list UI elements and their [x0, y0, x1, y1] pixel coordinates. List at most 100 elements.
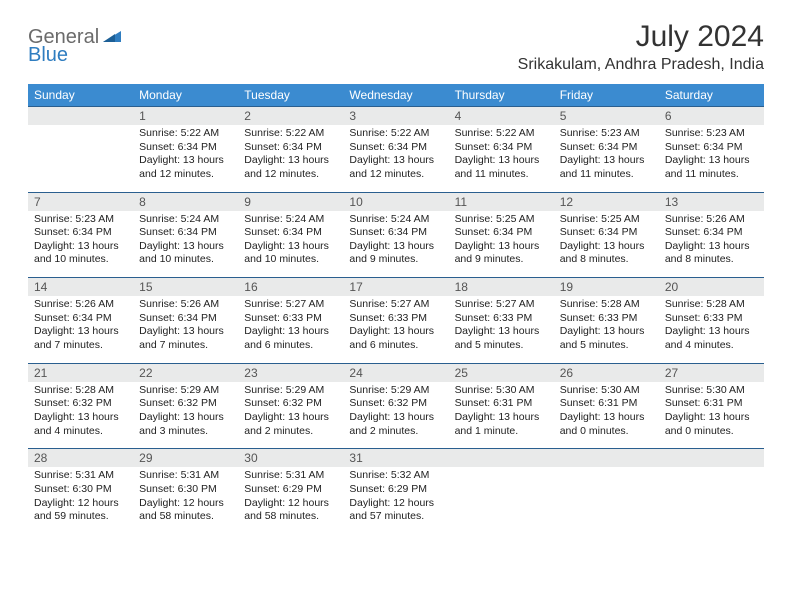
- day-number: 13: [659, 192, 764, 211]
- sunset-text: Sunset: 6:34 PM: [139, 312, 232, 326]
- sunrise-text: Sunrise: 5:23 AM: [560, 127, 653, 141]
- daylight-text: Daylight: 13 hours and 11 minutes.: [665, 154, 758, 181]
- logo-line2: Blue: [28, 38, 68, 67]
- sunset-text: Sunset: 6:34 PM: [665, 141, 758, 155]
- sunrise-text: Sunrise: 5:23 AM: [665, 127, 758, 141]
- day-cell: Sunrise: 5:28 AMSunset: 6:32 PMDaylight:…: [28, 382, 133, 449]
- day-cell: Sunrise: 5:29 AMSunset: 6:32 PMDaylight:…: [133, 382, 238, 449]
- sunset-text: Sunset: 6:32 PM: [244, 397, 337, 411]
- title-block: July 2024 Srikakulam, Andhra Pradesh, In…: [518, 20, 764, 74]
- daylight-text: Daylight: 13 hours and 12 minutes.: [139, 154, 232, 181]
- day-number: 11: [449, 192, 554, 211]
- logo-text-blue: Blue: [28, 44, 68, 67]
- day-cell: Sunrise: 5:25 AMSunset: 6:34 PMDaylight:…: [449, 211, 554, 278]
- sunset-text: Sunset: 6:34 PM: [455, 141, 548, 155]
- day-number: 9: [238, 192, 343, 211]
- day-header: Monday: [133, 84, 238, 107]
- day-cell: Sunrise: 5:22 AMSunset: 6:34 PMDaylight:…: [133, 125, 238, 192]
- daylight-text: Daylight: 12 hours and 58 minutes.: [244, 497, 337, 524]
- day-cell: Sunrise: 5:23 AMSunset: 6:34 PMDaylight:…: [28, 211, 133, 278]
- day-cell: Sunrise: 5:29 AMSunset: 6:32 PMDaylight:…: [238, 382, 343, 449]
- day-number: 18: [449, 278, 554, 297]
- sunset-text: Sunset: 6:33 PM: [455, 312, 548, 326]
- daylight-text: Daylight: 13 hours and 7 minutes.: [34, 325, 127, 352]
- sunrise-text: Sunrise: 5:29 AM: [349, 384, 442, 398]
- daynum-row: 28293031: [28, 449, 764, 468]
- sunrise-text: Sunrise: 5:27 AM: [244, 298, 337, 312]
- day-number: 7: [28, 192, 133, 211]
- daynum-row: 21222324252627: [28, 363, 764, 382]
- sunset-text: Sunset: 6:29 PM: [244, 483, 337, 497]
- detail-row: Sunrise: 5:22 AMSunset: 6:34 PMDaylight:…: [28, 125, 764, 192]
- daylight-text: Daylight: 13 hours and 10 minutes.: [139, 240, 232, 267]
- sunrise-text: Sunrise: 5:28 AM: [560, 298, 653, 312]
- day-cell: Sunrise: 5:23 AMSunset: 6:34 PMDaylight:…: [554, 125, 659, 192]
- day-cell: Sunrise: 5:31 AMSunset: 6:30 PMDaylight:…: [133, 467, 238, 534]
- day-cell: Sunrise: 5:26 AMSunset: 6:34 PMDaylight:…: [28, 296, 133, 363]
- day-number: [28, 107, 133, 126]
- daylight-text: Daylight: 13 hours and 5 minutes.: [560, 325, 653, 352]
- sunrise-text: Sunrise: 5:27 AM: [455, 298, 548, 312]
- day-number: 20: [659, 278, 764, 297]
- sunset-text: Sunset: 6:30 PM: [34, 483, 127, 497]
- daylight-text: Daylight: 12 hours and 58 minutes.: [139, 497, 232, 524]
- daylight-text: Daylight: 13 hours and 4 minutes.: [34, 411, 127, 438]
- daylight-text: Daylight: 13 hours and 8 minutes.: [665, 240, 758, 267]
- day-cell: Sunrise: 5:26 AMSunset: 6:34 PMDaylight:…: [133, 296, 238, 363]
- detail-row: Sunrise: 5:23 AMSunset: 6:34 PMDaylight:…: [28, 211, 764, 278]
- sunrise-text: Sunrise: 5:30 AM: [665, 384, 758, 398]
- day-number: 28: [28, 449, 133, 468]
- daynum-row: 78910111213: [28, 192, 764, 211]
- sunrise-text: Sunrise: 5:23 AM: [34, 213, 127, 227]
- sunset-text: Sunset: 6:34 PM: [139, 226, 232, 240]
- daylight-text: Daylight: 13 hours and 10 minutes.: [244, 240, 337, 267]
- sunset-text: Sunset: 6:33 PM: [349, 312, 442, 326]
- sunrise-text: Sunrise: 5:26 AM: [665, 213, 758, 227]
- sunrise-text: Sunrise: 5:31 AM: [244, 469, 337, 483]
- daylight-text: Daylight: 13 hours and 2 minutes.: [244, 411, 337, 438]
- day-cell: Sunrise: 5:27 AMSunset: 6:33 PMDaylight:…: [238, 296, 343, 363]
- day-cell: Sunrise: 5:30 AMSunset: 6:31 PMDaylight:…: [554, 382, 659, 449]
- day-cell: Sunrise: 5:31 AMSunset: 6:30 PMDaylight:…: [28, 467, 133, 534]
- daylight-text: Daylight: 13 hours and 11 minutes.: [560, 154, 653, 181]
- sunset-text: Sunset: 6:34 PM: [560, 226, 653, 240]
- daylight-text: Daylight: 13 hours and 4 minutes.: [665, 325, 758, 352]
- day-number: 29: [133, 449, 238, 468]
- daylight-text: Daylight: 13 hours and 8 minutes.: [560, 240, 653, 267]
- sunrise-text: Sunrise: 5:30 AM: [560, 384, 653, 398]
- day-cell: Sunrise: 5:28 AMSunset: 6:33 PMDaylight:…: [554, 296, 659, 363]
- day-cell: Sunrise: 5:31 AMSunset: 6:29 PMDaylight:…: [238, 467, 343, 534]
- day-number: 24: [343, 363, 448, 382]
- sunset-text: Sunset: 6:29 PM: [349, 483, 442, 497]
- day-number: 8: [133, 192, 238, 211]
- sunset-text: Sunset: 6:34 PM: [455, 226, 548, 240]
- header: General July 2024 Srikakulam, Andhra Pra…: [28, 20, 764, 74]
- sunrise-text: Sunrise: 5:29 AM: [244, 384, 337, 398]
- sunrise-text: Sunrise: 5:31 AM: [34, 469, 127, 483]
- sunset-text: Sunset: 6:34 PM: [665, 226, 758, 240]
- sunrise-text: Sunrise: 5:32 AM: [349, 469, 442, 483]
- sunset-text: Sunset: 6:32 PM: [349, 397, 442, 411]
- day-cell: Sunrise: 5:25 AMSunset: 6:34 PMDaylight:…: [554, 211, 659, 278]
- day-number: 21: [28, 363, 133, 382]
- daylight-text: Daylight: 12 hours and 57 minutes.: [349, 497, 442, 524]
- day-number: 12: [554, 192, 659, 211]
- day-cell: [659, 467, 764, 534]
- detail-row: Sunrise: 5:26 AMSunset: 6:34 PMDaylight:…: [28, 296, 764, 363]
- day-number: 26: [554, 363, 659, 382]
- day-number: [554, 449, 659, 468]
- daylight-text: Daylight: 13 hours and 9 minutes.: [349, 240, 442, 267]
- day-number: 19: [554, 278, 659, 297]
- sunrise-text: Sunrise: 5:22 AM: [139, 127, 232, 141]
- day-number: 10: [343, 192, 448, 211]
- sunrise-text: Sunrise: 5:22 AM: [455, 127, 548, 141]
- day-header-row: Sunday Monday Tuesday Wednesday Thursday…: [28, 84, 764, 107]
- sunset-text: Sunset: 6:32 PM: [34, 397, 127, 411]
- sunrise-text: Sunrise: 5:29 AM: [139, 384, 232, 398]
- sunset-text: Sunset: 6:32 PM: [139, 397, 232, 411]
- calendar-table: Sunday Monday Tuesday Wednesday Thursday…: [28, 84, 764, 534]
- daylight-text: Daylight: 12 hours and 59 minutes.: [34, 497, 127, 524]
- daylight-text: Daylight: 13 hours and 0 minutes.: [665, 411, 758, 438]
- detail-row: Sunrise: 5:28 AMSunset: 6:32 PMDaylight:…: [28, 382, 764, 449]
- day-cell: Sunrise: 5:24 AMSunset: 6:34 PMDaylight:…: [133, 211, 238, 278]
